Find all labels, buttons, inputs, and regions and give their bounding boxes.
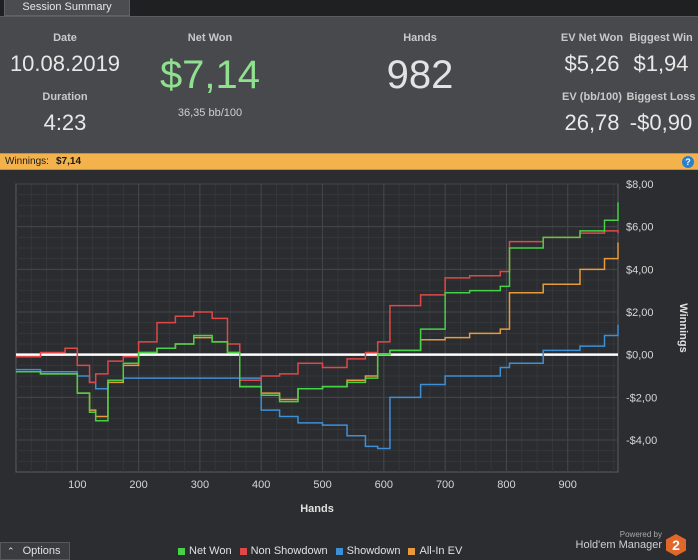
plot-area [15, 183, 619, 473]
legend-swatch [408, 547, 416, 555]
legend-item[interactable]: Net Won [178, 544, 232, 558]
y-axis-title: Winnings [677, 303, 689, 352]
x-tick-label: 700 [436, 479, 454, 491]
summary-panel: Date 10.08.2019 Duration 4:23 Net Won $7… [0, 16, 698, 153]
options-label: Options [22, 545, 61, 557]
x-axis-title: Hands [300, 503, 334, 515]
hands-value: 982 [386, 53, 454, 97]
net-won-label: Net Won [187, 32, 233, 44]
biggest-loss-value: -$0,90 [629, 110, 693, 135]
winnings-bar: Winnings: $7,14 ? [0, 153, 698, 170]
chevron-up-icon: ⌃ [7, 546, 15, 556]
x-tick-label: 800 [497, 479, 515, 491]
winnings-bar-label: Winnings: [5, 156, 49, 167]
y-tick-label: $4,00 [626, 264, 654, 276]
net-won-bb100: 36,35 bb/100 [177, 107, 243, 119]
powered-by-text: Powered by [619, 530, 662, 539]
y-tick-label: $6,00 [626, 222, 654, 234]
winnings-bar-value: $7,14 [56, 156, 82, 167]
ev-net-won-label: EV Net Won [560, 32, 624, 44]
legend-label: Showdown [346, 545, 401, 557]
options-button[interactable]: ⌃ Options [0, 542, 70, 560]
tab-session-summary[interactable]: Session Summary [4, 0, 130, 16]
y-tick-label: $8,00 [626, 179, 654, 191]
x-tick-label: 400 [252, 479, 270, 491]
series-line-showdown [16, 324, 619, 450]
duration-label: Duration [42, 91, 88, 103]
legend-label: All-In EV [419, 545, 463, 557]
x-tick-label: 500 [313, 479, 331, 491]
biggest-win-value: $1,94 [633, 51, 689, 76]
tab-strip: Session Summary [0, 0, 698, 16]
biggest-loss-label: Biggest Loss [626, 91, 696, 103]
date-value: 10.08.2019 [9, 51, 121, 76]
legend-swatch [335, 547, 343, 555]
brand-block: Powered by Hold'em Manager [576, 530, 662, 551]
ev-net-won-value: $5,26 [564, 51, 620, 76]
ev-bb100-value: 26,78 [564, 110, 620, 135]
x-tick-label: 900 [559, 479, 577, 491]
legend-label: Net Won [189, 545, 232, 557]
legend-item[interactable]: Showdown [335, 544, 401, 558]
x-tick-label: 100 [68, 479, 86, 491]
legend-swatch [178, 547, 185, 555]
net-won-value: $7,14 [159, 53, 261, 97]
y-tick-labels: -$4,00 -$2,00 $0,00 $2,00 $4,00 $6,00 $8,00 [626, 179, 657, 447]
y-tick-label: -$4,00 [626, 435, 657, 447]
x-tick-labels: 100 200 300 400 500 600 700 800 900 [68, 479, 577, 491]
chart-legend: Net Won Non Showdown Showdown All-In EV [178, 544, 462, 558]
duration-value: 4:23 [43, 110, 87, 135]
date-label: Date [53, 32, 77, 44]
question-icon[interactable]: ? [682, 156, 694, 168]
winnings-chart: 100 200 300 400 500 600 700 800 900 -$4,00 -$2,00… [15, 179, 689, 515]
hands-label: Hands [403, 32, 437, 44]
ev-bb100-label: EV (bb/100) [562, 91, 622, 103]
x-tick-label: 300 [191, 479, 209, 491]
grid-lines [16, 183, 618, 472]
y-tick-label: $2,00 [626, 307, 654, 319]
x-tick-label: 600 [375, 479, 393, 491]
hem-logo-icon: 2 [666, 534, 686, 556]
y-tick-label: -$2,00 [626, 392, 657, 404]
series-line-non-showdown [16, 230, 619, 384]
legend-item[interactable]: Non Showdown [239, 544, 328, 558]
x-tick-label: 200 [129, 479, 147, 491]
biggest-win-label: Biggest Win [629, 32, 693, 44]
legend-label: Non Showdown [250, 545, 328, 557]
footer: ⌃ Options Net Won Non Showdown Showdown All… [0, 530, 698, 560]
legend-swatch [239, 547, 247, 555]
legend-item[interactable]: All-In EV [408, 544, 462, 558]
winnings-chart-area: 100 200 300 400 500 600 700 800 900 -$4,00 -$2,00… [0, 170, 698, 542]
y-tick-label: $0,00 [626, 350, 654, 362]
series-line-net-won [16, 202, 619, 422]
series-lines [16, 202, 619, 450]
brand-name: Hold'em Manager [575, 539, 662, 551]
